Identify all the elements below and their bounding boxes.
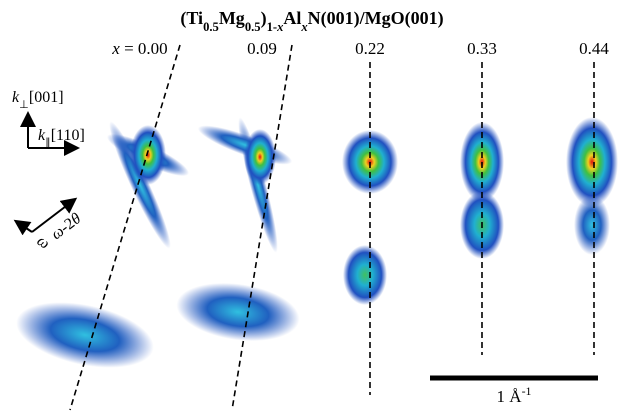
axis-label: ω [34,232,53,252]
text-segment: N(001)/MgO(001) [308,8,444,29]
text-segment: 0.44 [579,39,609,58]
text-segment: -1 [522,384,532,398]
peak [574,195,610,255]
text-segment: ) [261,8,267,29]
text-segment: x [276,20,283,34]
peak [566,117,618,207]
coordinate-arrows [13,111,80,236]
panel-label: 0.33 [467,39,497,58]
figure-title: (Ti0.5Mg0.5)1-xAlxN(001)/MgO(001) [180,8,443,34]
relaxed-line [231,44,293,411]
panel-label: 0.09 [247,39,277,58]
dashed-lines [69,44,595,411]
text-segment: ∥ [45,137,51,149]
substrate-peak [16,302,154,368]
text-segment: 0.22 [355,39,385,58]
text-segment: 0.5 [245,20,261,34]
text-segment: [110] [51,127,85,144]
scale-bar-label: 1 Å-1 [497,384,532,406]
text-segment: [001] [29,89,64,106]
peak [244,129,276,185]
text-segment: Mg [219,8,245,28]
axis-label: k⊥[001] [12,89,64,111]
text-segment: x [111,39,120,58]
text-segment: 0.5 [203,20,219,34]
axis-label: ω-2θ [48,210,84,243]
text-segment: 1 Å [497,387,523,406]
panel-label: 0.22 [355,39,385,58]
text-segment: 0.09 [247,39,277,58]
arrow [31,197,78,233]
axis-label: k∥[110] [38,127,85,149]
text-segment: (Ti [180,8,203,29]
relaxed-line [69,44,181,411]
text-segment: ⊥ [19,99,29,111]
text-segment: ω [34,232,53,252]
text-segment: x [300,20,307,34]
intensity-maps [16,117,618,368]
text-segment: 1- [267,20,278,34]
panel-label: 0.44 [579,39,609,58]
substrate-peak [176,282,300,342]
text-segment: Al [283,8,301,28]
panel-label: x = 0.00 [111,39,167,58]
arrow [13,219,33,236]
text-segment: k [12,89,20,106]
text-segment: k [38,127,46,144]
text-segment: = 0.00 [120,39,168,58]
peak [130,125,166,185]
text-segment: 0.33 [467,39,497,58]
peak [343,245,387,305]
